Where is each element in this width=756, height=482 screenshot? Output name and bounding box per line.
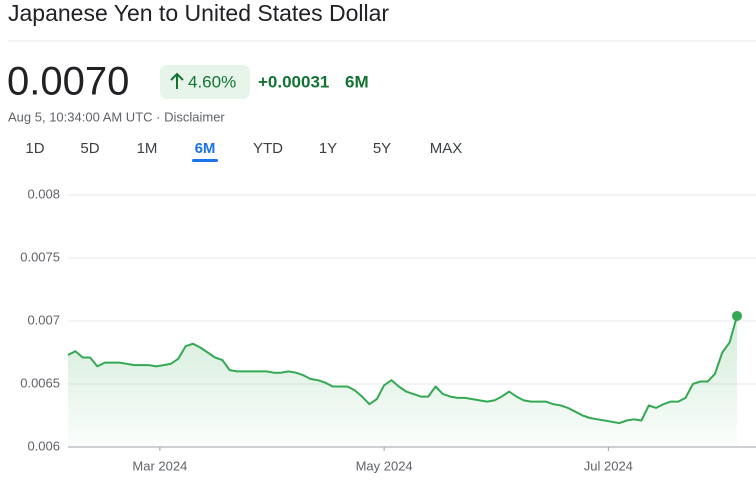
title: Japanese Yen to United States Dollar	[8, 0, 389, 26]
up-arrow	[170, 72, 184, 89]
last-point	[732, 310, 742, 321]
chart: 0.008 0.0075 0.007 0.0065 0.006 Mar 2024 May 2…	[20, 186, 756, 473]
tab-underline	[192, 159, 218, 162]
tabs: 1D 5D 1M 6M YTD 1Y 5Y MAX	[25, 140, 462, 162]
change-percent: 4.60%	[188, 72, 236, 91]
x-tick-label: Mar 2024	[132, 458, 187, 473]
tab[interactable]: 1D	[25, 140, 44, 157]
price: 0.0070	[7, 60, 129, 104]
tab[interactable]: 5D	[80, 140, 99, 157]
x-tick-label: Jul 2024	[584, 458, 633, 473]
area	[68, 316, 737, 447]
tab[interactable]: MAX	[430, 140, 463, 157]
tab[interactable]: 6M	[195, 140, 216, 157]
tab[interactable]: 5Y	[373, 140, 391, 157]
line	[67, 315, 738, 425]
y-tick-label: 0.008	[27, 186, 60, 201]
period: 6M	[345, 72, 369, 91]
x-tick-label: May 2024	[356, 458, 413, 473]
change: +0.00031	[258, 72, 329, 91]
tab[interactable]: YTD	[253, 140, 283, 157]
y-tick-label: 0.0065	[20, 375, 60, 390]
y-tick-label: 0.007	[27, 312, 60, 327]
change-badge	[160, 65, 250, 99]
tab[interactable]: 1Y	[319, 140, 337, 157]
y-tick-label: 0.006	[27, 438, 60, 453]
subtitle: Aug 5, 10:34:00 AM UTC · Disclaimer	[8, 109, 225, 124]
tab[interactable]: 1M	[137, 140, 158, 157]
y-tick-label: 0.0075	[20, 249, 60, 264]
